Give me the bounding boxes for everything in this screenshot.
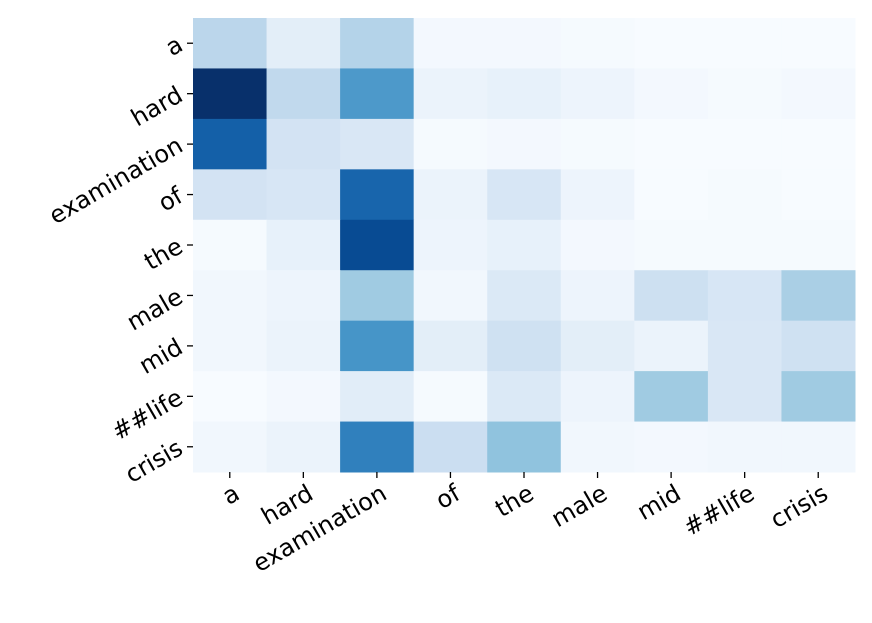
x-tick-label: male (546, 479, 612, 533)
heatmap-cell (193, 18, 268, 69)
heatmap-cell (560, 219, 635, 271)
heatmap-cell (340, 371, 415, 423)
y-tick-label: ##life (107, 383, 187, 446)
heatmap-cell (340, 219, 415, 271)
x-tick-label: the (490, 479, 538, 523)
heatmap-cell (340, 320, 415, 372)
heatmap-cell (560, 270, 635, 322)
heatmap-cell (413, 18, 488, 69)
heatmap-cell (193, 270, 268, 322)
heatmap-cell (487, 118, 562, 170)
heatmap-cell (487, 421, 562, 473)
heatmap-cell (193, 68, 268, 120)
heatmap-cell (634, 270, 709, 322)
heatmap-cell (634, 169, 709, 221)
heatmap-cell (193, 118, 268, 170)
x-tick-label: of (431, 479, 466, 515)
heatmap-cell (413, 320, 488, 372)
heatmap-cell (707, 18, 782, 69)
heatmap-cell (707, 270, 782, 322)
heatmap-cell (266, 18, 341, 69)
heatmap-cell (560, 68, 635, 120)
heatmap-cell (781, 421, 856, 473)
y-tick-label: hard (126, 81, 187, 133)
heatmap-cell (560, 320, 635, 372)
heatmap-cell (781, 118, 856, 170)
y-tick-label: the (139, 232, 187, 276)
heatmap-cell (193, 371, 268, 423)
heatmap-cell (634, 18, 709, 69)
x-tick-label: ##life (679, 479, 759, 542)
heatmap-cell (634, 320, 709, 372)
heatmap-cell (560, 18, 635, 69)
heatmap-cell (781, 169, 856, 221)
y-tick-label: crisis (120, 434, 187, 489)
heatmap-cell (266, 320, 341, 372)
heatmap-cell (707, 169, 782, 221)
heatmap-cell (413, 219, 488, 271)
heatmap-cell (634, 421, 709, 473)
heatmap-cell (413, 169, 488, 221)
heatmap-cell (193, 219, 268, 271)
heatmap-cell (340, 18, 415, 69)
heatmap-cell (193, 421, 268, 473)
heatmap-cell (266, 270, 341, 322)
heatmap-cell (781, 320, 856, 372)
heatmap-cell (634, 219, 709, 271)
heatmap-cell (781, 219, 856, 271)
y-tick-label: of (153, 181, 188, 217)
heatmap-cell (413, 118, 488, 170)
heatmap-cell (413, 371, 488, 423)
heatmap-cell (781, 371, 856, 423)
heatmap-cell (413, 421, 488, 473)
heatmap-cell (266, 68, 341, 120)
heatmap-cell (340, 68, 415, 120)
y-tick-label: mid (134, 333, 187, 380)
heatmap-cell (560, 421, 635, 473)
heatmap-cell (266, 219, 341, 271)
heatmap-cell (487, 320, 562, 372)
heatmap-cell (707, 421, 782, 473)
heatmap-cell (340, 270, 415, 322)
heatmap-cell (340, 118, 415, 170)
heatmap-cell (487, 169, 562, 221)
heatmap-cell (193, 320, 268, 372)
heatmap-cell (707, 118, 782, 170)
heatmap-cell (413, 270, 488, 322)
heatmap-cell (560, 169, 635, 221)
heatmap-cell (707, 371, 782, 423)
heatmap-cell (781, 68, 856, 120)
x-tick-label: a (218, 479, 245, 511)
heatmap-cell (487, 68, 562, 120)
heatmap-cell (707, 68, 782, 120)
heatmap-cell (340, 169, 415, 221)
heatmap-cell (634, 118, 709, 170)
heatmap-cell (560, 371, 635, 423)
heatmap-cell (634, 68, 709, 120)
heatmap-cell (560, 118, 635, 170)
heatmap-cell (781, 270, 856, 322)
heatmap-cell (266, 118, 341, 170)
heatmap-cell (413, 68, 488, 120)
heatmap-cell (707, 219, 782, 271)
x-tick-label: crisis (766, 479, 833, 534)
y-tick-label: a (161, 30, 188, 62)
heatmap-cell (487, 270, 562, 322)
heatmap-cell (487, 18, 562, 69)
heatmap-cell (266, 371, 341, 423)
heatmap-cell (487, 371, 562, 423)
y-tick-label: male (122, 282, 188, 336)
heatmap-cell (266, 169, 341, 221)
heatmap-cell (487, 219, 562, 271)
heatmap-cell (340, 421, 415, 473)
heatmap-cell (266, 421, 341, 473)
heatmap-cell (781, 18, 856, 69)
x-tick-label: mid (632, 479, 685, 526)
heatmap-cell (707, 320, 782, 372)
heatmap-cell (193, 169, 268, 221)
heatmap-cell (634, 371, 709, 423)
